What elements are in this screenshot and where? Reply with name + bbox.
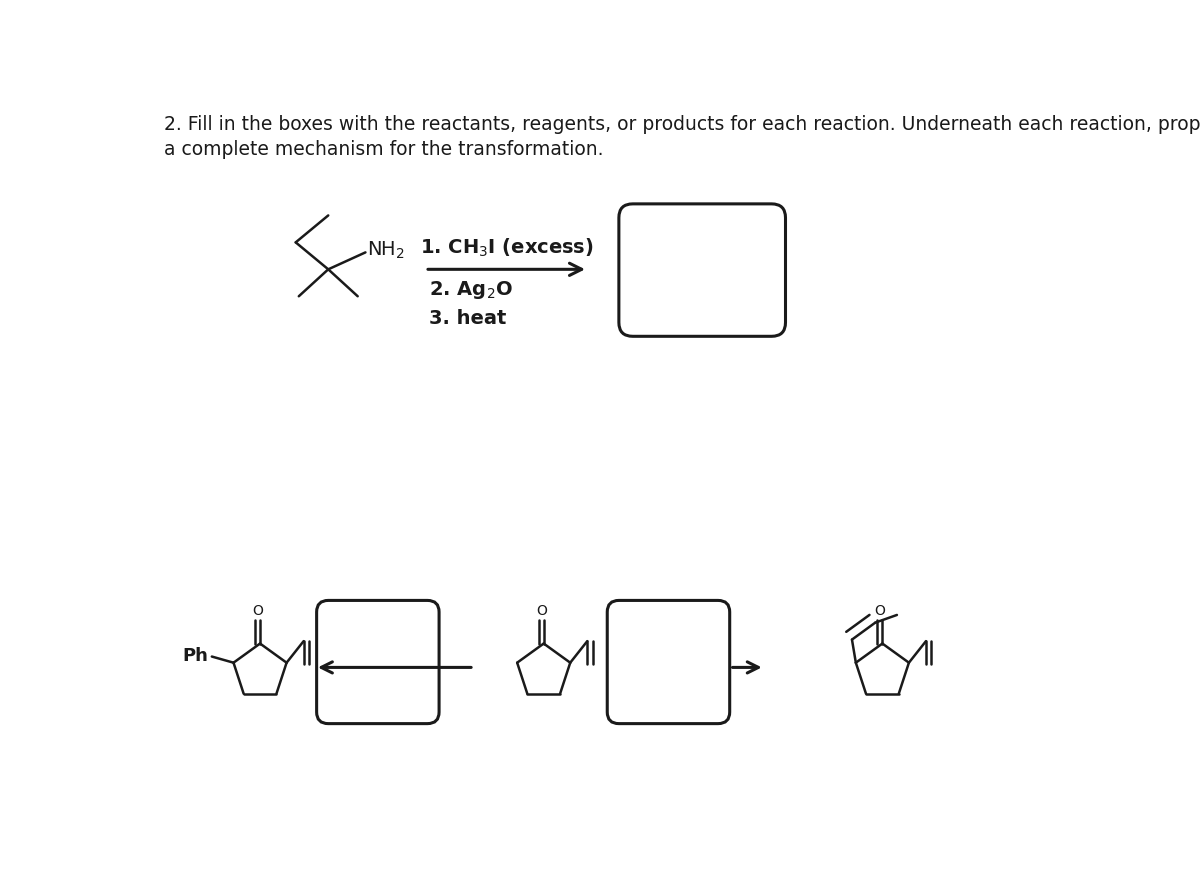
Text: NH$_2$: NH$_2$ bbox=[367, 240, 404, 261]
FancyBboxPatch shape bbox=[317, 600, 439, 724]
Text: 2. Ag$_2$O: 2. Ag$_2$O bbox=[430, 279, 512, 301]
Text: O: O bbox=[535, 604, 547, 618]
FancyBboxPatch shape bbox=[619, 204, 786, 336]
Text: O: O bbox=[252, 604, 263, 618]
Text: 3. heat: 3. heat bbox=[430, 309, 506, 328]
FancyBboxPatch shape bbox=[607, 600, 730, 724]
Text: a complete mechanism for the transformation.: a complete mechanism for the transformat… bbox=[164, 140, 604, 159]
Text: 1. CH$_3$I (excess): 1. CH$_3$I (excess) bbox=[420, 237, 594, 259]
Text: O: O bbox=[875, 604, 886, 618]
Text: Ph: Ph bbox=[182, 647, 209, 665]
Text: 2. Fill in the boxes with the reactants, reagents, or products for each reaction: 2. Fill in the boxes with the reactants,… bbox=[164, 115, 1200, 134]
